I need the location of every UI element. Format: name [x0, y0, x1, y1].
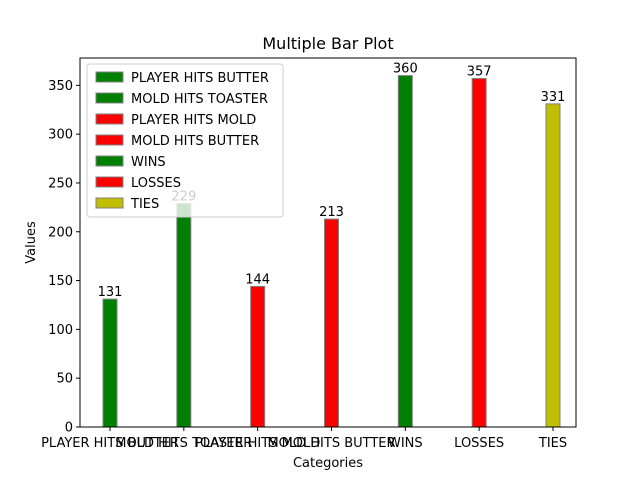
legend-label: PLAYER HITS MOLD — [131, 113, 256, 128]
data-label: 331 — [541, 90, 566, 105]
x-axis-label: Categories — [293, 456, 363, 471]
legend-swatch — [95, 71, 124, 83]
y-tick-label: 350 — [48, 79, 73, 94]
bar-ties — [545, 103, 561, 428]
legend-swatch — [95, 92, 124, 104]
legend: PLAYER HITS BUTTER MOLD HITS TOASTER PLAYE… — [86, 63, 284, 218]
y-tick-label: 250 — [48, 176, 73, 191]
y-tick-label: 300 — [48, 128, 73, 143]
legend-frame — [86, 63, 284, 218]
y-axis: 0 50 100 150 200 250 300 350 — [48, 79, 80, 436]
y-tick-label: 50 — [56, 372, 73, 387]
bar-mold-hits-toaster — [176, 202, 192, 428]
y-tick-label: 0 — [65, 421, 73, 436]
bar-mold-hits-butter — [324, 218, 339, 428]
chart-title: Multiple Bar Plot — [262, 34, 393, 53]
x-tick-label: WINS — [388, 436, 423, 451]
plot-area-frame — [79, 57, 577, 428]
bars-layer — [102, 75, 561, 428]
data-label: 360 — [393, 62, 418, 77]
x-tick-label: MOLD HITS TOASTER — [115, 436, 252, 451]
y-tick-label: 200 — [48, 225, 73, 240]
bar-losses — [471, 78, 487, 428]
legend-swatch — [95, 176, 124, 188]
legend-swatch — [95, 197, 124, 209]
data-label: 357 — [467, 65, 492, 80]
data-label: 144 — [245, 272, 270, 287]
data-label: 131 — [98, 285, 123, 300]
bar-player-hits-butter — [102, 298, 118, 428]
y-tick-label: 100 — [48, 323, 73, 338]
legend-label: WINS — [131, 155, 166, 170]
y-axis-label: Values — [24, 221, 39, 264]
legend-swatch — [95, 113, 124, 125]
x-tick-label: TIES — [538, 436, 567, 451]
data-label: 213 — [319, 205, 344, 220]
x-tick-label: PLAYER HITS BUTTER — [41, 436, 179, 451]
x-tick-label: MOLD HITS BUTTER — [267, 436, 395, 451]
legend-label: TIES — [130, 197, 159, 212]
legend-swatch — [95, 155, 124, 167]
legend-label: LOSSES — [131, 176, 181, 191]
legend-label: MOLD HITS BUTTER — [131, 134, 259, 149]
x-tick-label: PLAYER HITS MOLD — [195, 436, 320, 451]
x-tick-label: LOSSES — [454, 436, 504, 451]
bar-player-hits-mold — [250, 285, 266, 428]
legend-label: MOLD HITS TOASTER — [131, 92, 268, 107]
bar-wins — [397, 75, 413, 428]
y-tick-label: 150 — [48, 274, 73, 289]
legend-label: PLAYER HITS BUTTER — [131, 71, 269, 86]
legend-swatch — [95, 134, 124, 146]
